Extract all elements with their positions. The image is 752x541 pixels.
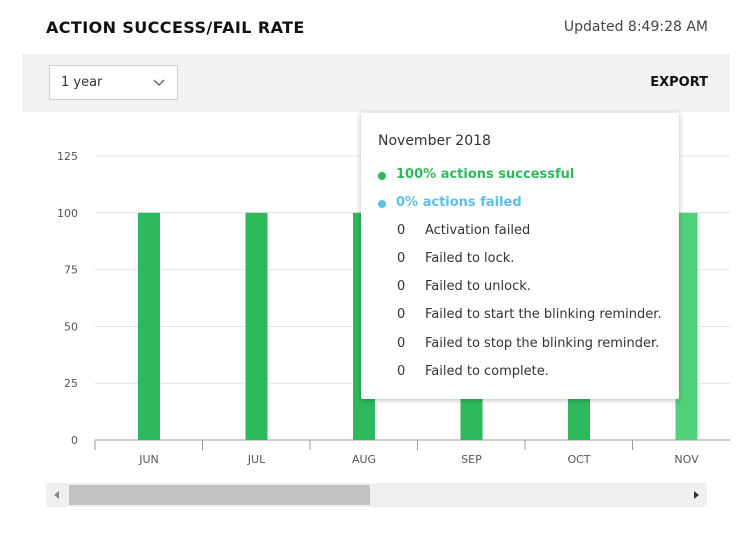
chart-tooltip: November 2018 100% actions successful 0%… xyxy=(361,113,679,399)
reason-label: Failed to complete. xyxy=(425,364,549,379)
export-button[interactable]: EXPORT xyxy=(650,75,708,90)
tooltip-failed-text: 0% actions failed xyxy=(396,195,522,210)
reason-count: 0 xyxy=(397,336,406,351)
x-tick-label: NOV xyxy=(674,453,699,466)
y-tick-label: 75 xyxy=(64,264,78,277)
chevron-down-icon xyxy=(153,79,165,86)
time-range-value: 1 year xyxy=(61,75,103,90)
reason-count: 0 xyxy=(397,279,406,294)
bar xyxy=(138,212,160,440)
x-tick-label: JUL xyxy=(247,453,266,466)
reason-label: Failed to start the blinking reminder. xyxy=(425,307,662,322)
x-tick-label: JUN xyxy=(138,453,159,466)
reason-label: Failed to stop the blinking reminder. xyxy=(425,336,660,351)
x-tick-label: SEP xyxy=(461,453,482,466)
y-tick-label: 0 xyxy=(71,434,78,447)
reason-count: 0 xyxy=(397,223,406,238)
reason-count: 0 xyxy=(397,251,406,266)
card-header: ACTION SUCCESS/FAIL RATE Updated 8:49:28… xyxy=(22,0,730,54)
reason-count: 0 xyxy=(397,364,406,379)
y-tick-label: 100 xyxy=(57,207,78,220)
reason-label: Failed to lock. xyxy=(425,251,515,266)
reason-label: Activation failed xyxy=(425,223,531,238)
success-dot-icon xyxy=(378,172,386,180)
reason-count: 0 xyxy=(397,307,406,322)
chart-toolbar: 1 year EXPORT xyxy=(22,54,730,112)
x-tick-label: OCT xyxy=(567,453,590,466)
tooltip-month: November 2018 xyxy=(378,133,491,149)
card-title: ACTION SUCCESS/FAIL RATE xyxy=(46,18,305,37)
triangle-right-icon[interactable] xyxy=(690,489,702,501)
bar xyxy=(675,212,698,440)
y-tick-label: 125 xyxy=(57,150,78,163)
failed-dot-icon xyxy=(378,200,386,208)
reason-label: Failed to unlock. xyxy=(425,279,531,294)
updated-timestamp: Updated 8:49:28 AM xyxy=(563,19,708,35)
y-tick-label: 50 xyxy=(64,320,78,333)
tooltip-success-text: 100% actions successful xyxy=(396,167,575,182)
triangle-left-icon[interactable] xyxy=(51,489,63,501)
scrollbar-thumb[interactable] xyxy=(69,485,370,505)
bar xyxy=(245,212,268,440)
horizontal-scrollbar[interactable] xyxy=(46,483,707,507)
x-tick-label: AUG xyxy=(352,453,376,466)
y-tick-label: 25 xyxy=(64,377,78,390)
time-range-select[interactable]: 1 year xyxy=(49,65,178,100)
